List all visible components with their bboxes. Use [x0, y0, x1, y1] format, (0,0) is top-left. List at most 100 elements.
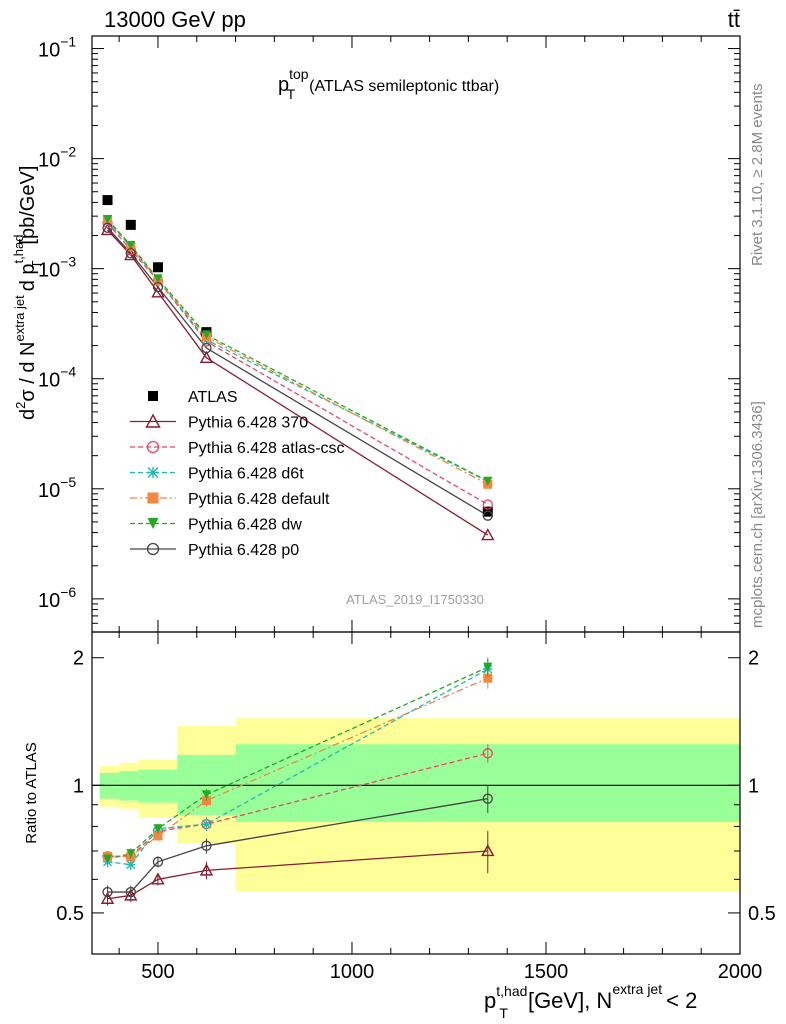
main-ytick-label: 10−6	[38, 584, 76, 612]
main-ytick-label-exp: −5	[60, 474, 76, 490]
main-point-1-4-shape	[481, 528, 495, 541]
ratio-point-0-4	[481, 844, 495, 857]
main-point-6-3-shape	[201, 342, 212, 354]
main-point-6-0	[102, 222, 113, 233]
ratio-point-5-1-shape	[125, 886, 136, 898]
main-ytick-label-base: 10	[38, 150, 60, 172]
main-point-1-4	[481, 528, 495, 541]
main-ticks	[92, 36, 741, 633]
ratio-point-4-1	[126, 849, 136, 859]
main-point-5-2-shape	[153, 274, 163, 284]
ylabel-c: d p	[17, 263, 39, 291]
ratio-point-4-0	[103, 854, 113, 864]
ratio-point-0-4-shape	[481, 844, 495, 857]
ratio-point-0-1	[124, 888, 138, 901]
ylabel-b: σ / d N	[17, 342, 39, 402]
main-ytick-label-base: 10	[38, 590, 60, 612]
ratio-point-1-4	[482, 748, 493, 759]
mcplots-reference: mcplots.cern.ch [arXiv:1306.3436]	[749, 401, 766, 628]
ratio-point-5-4	[482, 793, 493, 804]
ratio-point-4-0-shape	[103, 854, 113, 864]
ratio-data	[100, 657, 495, 906]
xlabel-a-sub: T	[499, 1005, 508, 1021]
xlabel-b: [GeV], N	[528, 988, 612, 1013]
ratio-point-2-3	[201, 819, 212, 829]
ratio-ytick-label-left: 0.5	[56, 903, 84, 925]
legend-label: Pythia 6.428 dw	[188, 517, 302, 534]
xlabel-a: p	[484, 988, 496, 1013]
ratio-point-5-2	[152, 856, 164, 867]
legend-entry-6: Pythia 6.428 p0	[130, 542, 299, 559]
ratio-point-4-4-shape	[483, 662, 493, 672]
analysis-id: ATLAS_2019_I1750330	[346, 592, 484, 607]
ratio-point-4-1-shape	[126, 849, 136, 859]
legend-label: ATLAS	[188, 389, 238, 406]
main-point-2-4	[482, 499, 493, 510]
y-axis-label: d2σ / d Nextra jet d pt,hadT [pb/GeV]	[11, 166, 44, 420]
plot-title-sup: top	[289, 66, 309, 82]
legend-label: Pythia 6.428 d6t	[188, 466, 304, 483]
xlabel-c: < 2	[666, 988, 697, 1013]
ratio-point-0-2-shape	[151, 872, 165, 885]
main-point-0-0	[102, 195, 113, 206]
ratio-point-1-4-shape	[482, 748, 493, 759]
main-ytick-label-base: 10	[38, 480, 60, 502]
legend-marker	[147, 467, 159, 478]
main-ytick-label-exp: −6	[60, 584, 76, 600]
main-point-1-3-shape	[199, 350, 214, 363]
ratio-bands	[92, 718, 741, 893]
legend-marker-shape	[147, 467, 159, 478]
ratio-point-3-2	[153, 831, 163, 841]
main-ytick-label-base: 10	[38, 40, 60, 62]
main-point-6-4-shape	[482, 510, 493, 521]
main-ytick-label-base: 10	[38, 370, 60, 392]
main-point-1-0	[100, 222, 115, 236]
main-point-6-4	[482, 510, 493, 521]
main-series-line-5	[107, 219, 489, 482]
legend-marker-shape	[145, 413, 161, 428]
plot-title-main: p	[278, 74, 289, 96]
legend-marker	[146, 542, 160, 556]
main-point-5-4-shape	[483, 476, 493, 486]
ratio-point-0-2	[151, 872, 165, 885]
main-ytick-label: 10−1	[38, 34, 76, 62]
main-ytick-label: 10−2	[38, 144, 76, 172]
main-point-0-1	[125, 219, 136, 230]
legend-marker	[145, 413, 161, 428]
main-series-line-2	[107, 222, 489, 506]
main-point-1-3	[199, 350, 214, 363]
main-point-0-1-shape	[125, 219, 136, 230]
legend-label: Pythia 6.428 atlas-csc	[188, 440, 345, 457]
legend-marker	[147, 518, 159, 529]
ratio-ytick-label-left: 2	[73, 648, 84, 670]
main-series-line-3	[107, 220, 489, 482]
ratio-point-0-3-shape	[199, 863, 214, 876]
ratio-xtick-label: 500	[141, 961, 174, 983]
ratio-point-4-2	[153, 824, 163, 834]
ratio-ytick-label-right: 0.5	[748, 903, 776, 925]
ratio-point-4-3	[201, 790, 211, 800]
legend-marker	[147, 492, 159, 504]
legend-entry-1: Pythia 6.428 370	[130, 413, 308, 432]
legend-label: Pythia 6.428 p0	[188, 542, 299, 559]
ratio-xtick-label: 2000	[718, 961, 763, 983]
legend-entry-2: Pythia 6.428 atlas-csc	[130, 440, 345, 457]
xlabel-a-sup: t,had	[496, 983, 527, 999]
ratio-point-5-0	[102, 886, 113, 898]
ylabel-a-sup: 2	[13, 402, 28, 409]
ratio-point-0-0	[100, 891, 115, 904]
main-point-6-2-shape	[152, 281, 164, 293]
main-point-1-2	[151, 285, 165, 298]
ratio-xtick-label: 1000	[330, 961, 375, 983]
ratio-ytick-label-right: 1	[748, 775, 759, 797]
legend-entry-4: Pythia 6.428 default	[130, 491, 330, 508]
main-ytick-label-exp: −3	[60, 254, 76, 270]
ratio-point-4-3-shape	[201, 790, 211, 800]
ylabel-a: d	[17, 409, 39, 420]
main-ytick-label: 10−4	[38, 364, 76, 392]
main-point-5-3-shape	[201, 330, 211, 340]
ratio-point-5-3	[201, 840, 212, 851]
ratio-point-2-3-shape	[201, 819, 212, 829]
ratio-frame	[91, 631, 741, 955]
